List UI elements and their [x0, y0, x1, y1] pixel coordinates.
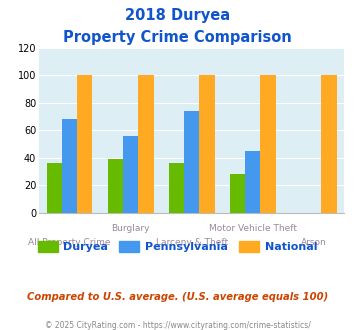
- Bar: [169, 163, 184, 213]
- Legend: Duryea, Pennsylvania, National: Duryea, Pennsylvania, National: [33, 237, 322, 257]
- Bar: [77, 75, 92, 213]
- Bar: [62, 119, 77, 213]
- Bar: [261, 75, 275, 213]
- Bar: [184, 111, 200, 213]
- Text: Property Crime Comparison: Property Crime Comparison: [63, 30, 292, 45]
- Bar: [47, 163, 62, 213]
- Text: 2018 Duryea: 2018 Duryea: [125, 8, 230, 23]
- Text: Burglary: Burglary: [111, 224, 150, 233]
- Bar: [138, 75, 153, 213]
- Text: © 2025 CityRating.com - https://www.cityrating.com/crime-statistics/: © 2025 CityRating.com - https://www.city…: [45, 321, 310, 330]
- Text: Motor Vehicle Theft: Motor Vehicle Theft: [209, 224, 297, 233]
- Text: Arson: Arson: [301, 238, 327, 247]
- Bar: [322, 75, 337, 213]
- Text: Larceny & Theft: Larceny & Theft: [155, 238, 228, 247]
- Bar: [245, 151, 261, 213]
- Bar: [108, 159, 123, 213]
- Text: All Property Crime: All Property Crime: [28, 238, 111, 247]
- Bar: [230, 174, 245, 213]
- Bar: [123, 136, 138, 213]
- Text: Compared to U.S. average. (U.S. average equals 100): Compared to U.S. average. (U.S. average …: [27, 292, 328, 302]
- Bar: [200, 75, 214, 213]
